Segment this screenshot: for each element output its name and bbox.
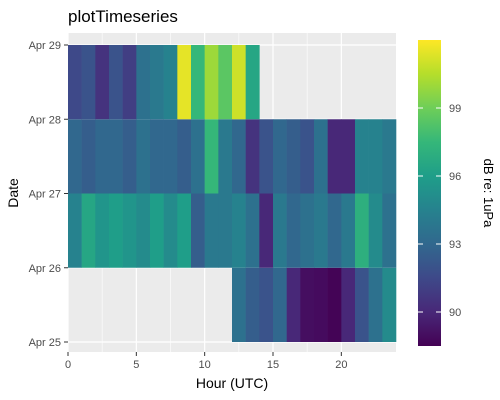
colorbar [418, 40, 441, 346]
heatmap-tile [191, 119, 205, 194]
heatmap-tile [109, 45, 123, 120]
y-tick-label: Apr 26 [29, 263, 61, 275]
heatmap-tile [368, 267, 383, 342]
heatmap-tile [355, 267, 369, 342]
heatmap-tile [341, 193, 356, 268]
heatmap-tile [341, 119, 356, 194]
heatmap-tile [204, 45, 219, 120]
heatmap-tile [300, 119, 315, 194]
y-axis-title: Date [5, 178, 21, 208]
heatmap-tile [327, 193, 342, 268]
heatmap-tile [163, 119, 178, 194]
y-tick-label: Apr 27 [29, 189, 61, 201]
heatmap-tile [232, 45, 246, 120]
heatmap-tile [177, 119, 192, 194]
heatmap-tile [109, 193, 123, 268]
heatmap-tile [286, 193, 301, 268]
heatmap-tile [368, 193, 383, 268]
legend-tick-label: 96 [449, 171, 461, 183]
y-tick-label: Apr 25 [29, 337, 61, 349]
heatmap-tile [68, 45, 82, 120]
x-tick-label: 15 [267, 359, 279, 371]
chart-title: plotTimeseries [68, 7, 178, 26]
heatmap-tile [259, 119, 274, 194]
heatmap-tile [191, 45, 205, 120]
heatmap-tile [68, 193, 82, 268]
heatmap-tile [341, 267, 356, 342]
legend-title: dB re: 1uPa [481, 159, 496, 228]
heatmap-tile [245, 193, 260, 268]
heatmap-tile [136, 45, 151, 120]
heatmap-tile [163, 45, 178, 120]
heatmap-tile [150, 45, 164, 120]
heatmap-tile [327, 267, 342, 342]
legend-tick-label: 90 [449, 307, 461, 319]
heatmap-tile [204, 119, 219, 194]
legend-ticks: 90 93 96 99 [418, 103, 461, 319]
x-tick-label: 20 [335, 359, 347, 371]
heatmap-tile [122, 119, 137, 194]
heatmap-tile [300, 267, 315, 342]
heatmap-tile [81, 119, 96, 194]
legend-tick-label: 99 [449, 103, 461, 115]
heatmap-tile [81, 45, 96, 120]
heatmap-tile [122, 45, 137, 120]
x-tick-label: 5 [133, 359, 139, 371]
heatmap-tile [273, 267, 287, 342]
heatmap-tile [382, 267, 397, 342]
heatmap-tile [382, 193, 397, 268]
heatmap-tiles [68, 45, 397, 342]
heatmap-tile [150, 119, 164, 194]
heatmap-tile [95, 119, 110, 194]
heatmap-tile [218, 193, 233, 268]
heatmap-tile [95, 45, 110, 120]
heatmap-tile [232, 267, 246, 342]
heatmap-tile [273, 193, 287, 268]
heatmap-tile [68, 119, 82, 194]
heatmap-tile [368, 119, 383, 194]
x-tick-label: 0 [65, 359, 71, 371]
heatmap-tile [136, 193, 151, 268]
heatmap-tile [355, 193, 369, 268]
heatmap-tile [204, 193, 219, 268]
x-tick-label: 10 [199, 359, 211, 371]
x-axis: 0 5 10 15 20 [65, 352, 347, 371]
heatmap-tile [109, 119, 123, 194]
heatmap-tile [232, 193, 246, 268]
heatmap-tile [245, 267, 260, 342]
legend-tick-label: 93 [449, 239, 461, 251]
heatmap-tile [136, 119, 151, 194]
heatmap-tile [191, 193, 205, 268]
x-axis-title: Hour (UTC) [196, 375, 268, 391]
heatmap-tile [245, 119, 260, 194]
y-tick-label: Apr 28 [29, 114, 61, 126]
heatmap-tile [382, 119, 397, 194]
heatmap-tile [259, 193, 274, 268]
heatmap-tile [286, 119, 301, 194]
heatmap-tile [81, 193, 96, 268]
heatmap-tile [300, 193, 315, 268]
heatmap-tile [163, 193, 178, 268]
y-tick-label: Apr 29 [29, 40, 61, 52]
heatmap-tile [95, 193, 110, 268]
y-axis: Apr 25 Apr 26 Apr 27 Apr 28 Apr 29 [29, 40, 68, 349]
heatmap-tile [122, 193, 137, 268]
heatmap-tile [259, 267, 274, 342]
heatmap-tile [218, 45, 233, 120]
heatmap-tile [177, 45, 192, 120]
heatmap-tile [327, 119, 342, 194]
heatmap-tile [355, 119, 369, 194]
heatmap-tile [314, 267, 328, 342]
heatmap-tile [273, 119, 287, 194]
heatmap-tile [177, 193, 192, 268]
heatmap-tile [314, 193, 328, 268]
heatmap-tile [245, 45, 260, 120]
heatmap-tile [218, 119, 233, 194]
heatmap-tile [232, 119, 246, 194]
heatmap-tile [150, 193, 164, 268]
heatmap-tile [314, 119, 328, 194]
heatmap-tile [286, 267, 301, 342]
